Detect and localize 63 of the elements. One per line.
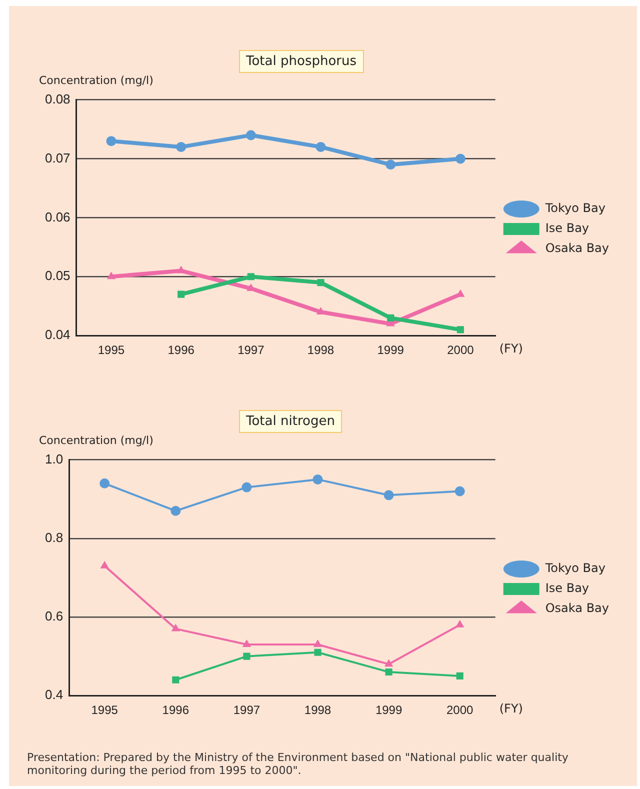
point	[242, 482, 252, 492]
y-tick-label: 0.07	[44, 150, 70, 166]
point	[178, 290, 185, 298]
y-tick-label: 0.08	[44, 91, 70, 106]
text: Presentation: Prepared by the Ministry of the Environment based on "National public water quality monitoring during the period from 1995 to 2000".	[27, 751, 570, 777]
point	[385, 668, 392, 676]
x-tick-label: 1998	[307, 343, 334, 358]
y-tick-label: 1.0	[44, 451, 64, 466]
x-axis-title: (FY)	[499, 702, 523, 716]
chart-title: Total phosphorus	[239, 50, 364, 73]
point	[100, 478, 110, 488]
point	[384, 490, 394, 500]
x-tick-label: 2000	[447, 343, 474, 358]
x-tick-label: 1999	[375, 703, 402, 718]
y-tick-label: 0.8	[44, 530, 64, 545]
y-tick-label: 0.6	[44, 608, 64, 624]
x-tick-label: 1996	[162, 703, 190, 718]
point	[384, 659, 394, 667]
point	[317, 279, 324, 286]
point	[456, 620, 464, 628]
y-tick-label: 0.04	[44, 327, 70, 342]
point	[456, 672, 464, 680]
x-axis-title: (FY)	[499, 342, 523, 356]
point	[313, 640, 322, 648]
legend-label: Osaka Bay	[545, 241, 610, 256]
point	[172, 676, 180, 684]
y-tick-label: 0.05	[44, 268, 70, 284]
point	[243, 652, 250, 660]
point	[247, 273, 254, 280]
point	[456, 326, 464, 334]
legend-label: Tokyo Bay	[544, 201, 606, 216]
y-tick-label: 0.4	[44, 687, 64, 702]
point	[171, 624, 180, 632]
point	[387, 314, 394, 322]
y-axis-title: Concentration (mg/l)	[39, 434, 154, 447]
point	[246, 130, 256, 140]
point	[312, 474, 323, 484]
legend-label: Tokyo Bay	[544, 561, 606, 576]
x-tick-label: 1997	[233, 703, 260, 718]
point	[242, 640, 252, 648]
point	[170, 506, 181, 516]
point	[386, 160, 396, 170]
x-tick-label: 1995	[91, 703, 118, 718]
point	[106, 272, 116, 280]
x-tick-label: 1995	[98, 343, 125, 358]
x-tick-label: 1996	[168, 343, 195, 358]
x-tick-label: 1997	[238, 343, 265, 358]
chart-title: Total nitrogen	[239, 410, 342, 433]
legend-label: Ise Bay	[545, 581, 590, 596]
x-tick-label: 1998	[304, 703, 332, 718]
point	[455, 154, 466, 164]
point	[100, 560, 109, 568]
y-tick-label: 0.06	[44, 209, 70, 224]
legend-label: Osaka Bay	[545, 601, 610, 616]
point	[314, 648, 322, 656]
x-tick-label: 2000	[446, 703, 474, 718]
point	[454, 486, 465, 496]
point	[106, 136, 116, 146]
point	[316, 142, 326, 152]
x-tick-label: 1999	[377, 343, 404, 358]
y-axis-title: Concentration (mg/l)	[39, 74, 154, 87]
legend-label: Ise Bay	[545, 221, 590, 236]
point	[176, 142, 186, 152]
